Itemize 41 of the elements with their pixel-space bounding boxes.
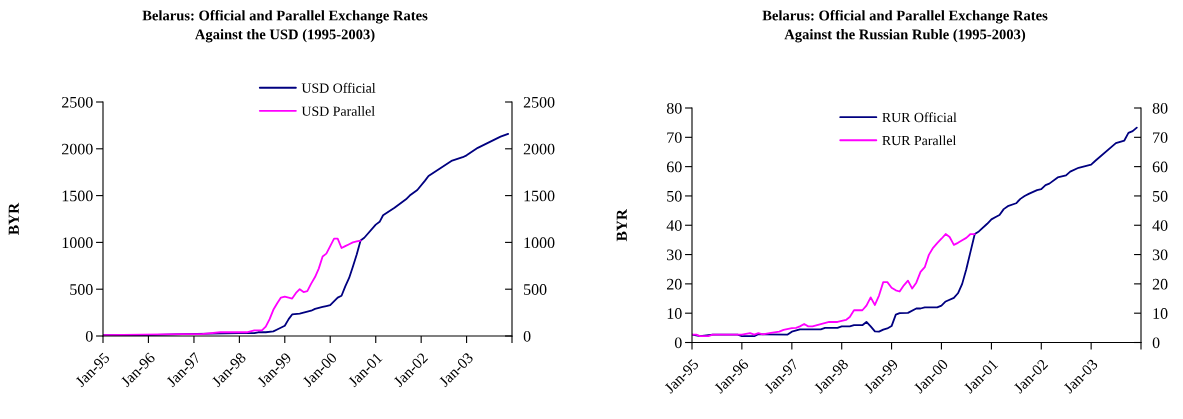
y-tick-label: 30: [667, 249, 682, 261]
chart-title: Belarus: Official and Parallel Exchange Rates Against the Russian Ruble (1995-2003): [762, 10, 1048, 43]
line-series: [103, 237, 362, 336]
legend-label: RUR Official: [882, 112, 957, 123]
line-series: [692, 126, 1138, 337]
y2-tick-label: 500: [524, 284, 547, 295]
y-tick-label: 2000: [62, 143, 93, 155]
y2-tick-label: 70: [1153, 132, 1168, 144]
y2-tick-label: 50: [1153, 190, 1168, 202]
y-tick-label: 10: [667, 308, 682, 319]
y-tick-label: 1000: [62, 237, 93, 249]
y-tick-label: 80: [666, 102, 682, 114]
legend-label: USD Parallel: [301, 106, 375, 116]
y-tick-label: 2500: [62, 96, 93, 108]
y-axis-title: BYR: [8, 202, 19, 235]
chart-title: Belarus: Official and Parallel Exchange Rates Against the USD (1995-2003): [142, 10, 428, 43]
y-tick-label: 1500: [62, 190, 93, 202]
y2-tick-label: 60: [1152, 161, 1168, 173]
y-axis-title: BYR: [616, 208, 627, 242]
y2-tick-label: 20: [1152, 278, 1168, 290]
y2-tick-label: 0: [1152, 337, 1160, 349]
y2-tick-label: 2000: [523, 143, 555, 155]
legend-label: USD Official: [301, 82, 376, 93]
y-tick-label: 60: [666, 161, 682, 173]
y-tick-label: 500: [70, 284, 93, 295]
y2-tick-label: 2500: [523, 96, 555, 108]
y2-tick-label: 1500: [524, 190, 555, 202]
y2-tick-label: 0: [523, 330, 531, 342]
y-tick-label: 40: [666, 220, 682, 231]
y-tick-label: 0: [85, 330, 93, 342]
line-series: [692, 233, 976, 337]
y-tick-label: 70: [667, 132, 682, 144]
y2-tick-label: 10: [1153, 308, 1168, 319]
y2-tick-label: 40: [1152, 220, 1168, 231]
y2-tick-label: 80: [1152, 102, 1168, 114]
y-tick-label: 50: [667, 190, 682, 202]
y-tick-label: 20: [667, 278, 682, 290]
y2-tick-label: 1000: [524, 237, 555, 249]
y-tick-label: 0: [674, 337, 682, 349]
y2-tick-label: 30: [1152, 249, 1168, 261]
legend-label: RUR Parallel: [882, 135, 957, 146]
